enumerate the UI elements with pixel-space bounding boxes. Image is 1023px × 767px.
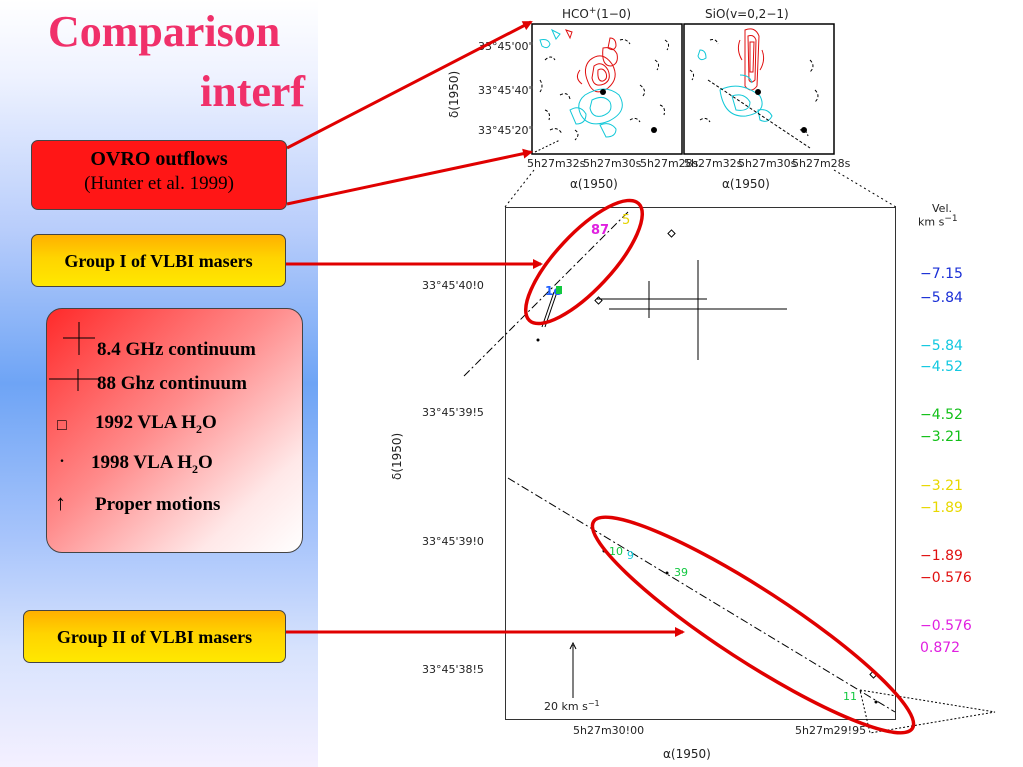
maser-label-10: 10 <box>609 545 623 558</box>
scale-bar-label: 20 km s−1 <box>544 699 600 713</box>
group1-trend-line <box>463 211 629 377</box>
group2-box: Group II of VLBI masers <box>23 610 286 663</box>
velocity-entry: −3.21 <box>920 429 963 445</box>
main-ytick-2: 33°45'39!0 <box>422 535 484 548</box>
top-right-xlabel: α(1950) <box>722 177 770 191</box>
legend-item-88ghz: 88 Ghz continuum <box>97 373 247 394</box>
dot-icon: . <box>60 449 64 466</box>
ovro-arrow-lower <box>286 148 533 206</box>
main-ylabel: δ(1950) <box>390 433 404 480</box>
legend-cross-symbols <box>49 322 99 391</box>
square-icon: □ <box>57 417 67 434</box>
main-ytick-3: 33°45'38!5 <box>422 663 484 676</box>
main-xlabel: α(1950) <box>663 747 711 761</box>
top-left-xtick-0: 5h27m32s <box>527 157 586 170</box>
group1-ellipse <box>523 198 645 326</box>
hco-contours <box>565 29 618 93</box>
ovro-title: OVRO outflows <box>90 148 228 170</box>
vla1998-dot <box>874 700 878 704</box>
slide-title-line1: Comparison <box>48 7 281 56</box>
group2-ellipse <box>590 515 916 735</box>
arrow-up-icon <box>569 641 577 650</box>
velocity-entry: −1.89 <box>920 500 963 516</box>
velocity-entry: −4.52 <box>920 407 963 423</box>
proper-motion-line <box>541 291 555 328</box>
sio-cyan-contours <box>697 49 773 122</box>
group1-box: Group I of VLBI masers <box>31 234 286 287</box>
main-xtick-0: 5h27m30!00 <box>573 724 644 737</box>
velocity-legend-header: Vel. km s−1 <box>918 202 958 229</box>
main-ytick-1: 33°45'39!5 <box>422 406 484 419</box>
vla1992-square <box>594 296 603 305</box>
arrow-up-icon: ↑ <box>55 490 66 515</box>
maser-spot-group1 <box>556 286 562 294</box>
sio-map-title: SiO(v=0,2−1) <box>705 7 789 21</box>
top-left-xtick-2: 5h27m28s <box>640 157 699 170</box>
main-xtick-1: 5h27m29!95 <box>795 724 866 737</box>
velocity-entry: −0.576 <box>920 618 972 634</box>
ovro-reference: (Hunter et al. 1999) <box>84 173 234 194</box>
dashed-contours-left <box>539 39 670 141</box>
maser-label-9: 9 <box>627 549 634 562</box>
top-left-xtick-1: 5h27m30s <box>583 157 642 170</box>
hco-map-title: HCO+(1−0) <box>562 6 631 21</box>
vla1998-dot <box>665 571 669 575</box>
legend-item-proper-motions: Proper motions <box>95 494 221 515</box>
zoom-connector-lines <box>504 169 897 208</box>
velocity-entry: −3.21 <box>920 478 963 494</box>
maser-label-39: 39 <box>674 566 688 579</box>
velocity-entry: −1.89 <box>920 548 963 564</box>
maser-label-5: 5 <box>622 213 630 228</box>
main-map-content: 20 km s−1 87 5 1e 10 9 39 11 <box>463 211 996 734</box>
wedge-outline <box>859 689 996 734</box>
top-map-right <box>683 23 835 155</box>
velocity-entry: −4.52 <box>920 359 963 375</box>
main-ytick-0: 33°45'40!0 <box>422 279 484 292</box>
top-ytick-2: 33°45'20" <box>478 124 534 137</box>
top-right-xtick-1: 5h27m30s <box>738 157 797 170</box>
legend-item-vla1998: 1998 VLA H2O <box>91 452 213 476</box>
maser-label-11: 11 <box>843 690 857 703</box>
top-right-xtick-0: 5h27m32s <box>684 157 743 170</box>
symbol-legend-box: 8.4 GHz continuum 88 Ghz continuum □ 199… <box>46 308 303 553</box>
vla1992-square <box>667 229 676 238</box>
vla1998-dot <box>536 338 540 342</box>
velocity-entry: 0.872 <box>920 640 961 656</box>
group2-trend-line <box>507 477 896 713</box>
top-right-xtick-2: 5h27m28s <box>792 157 851 170</box>
top-ylabel: δ(1950) <box>447 71 461 118</box>
top-left-xlabel: α(1950) <box>570 177 618 191</box>
velocity-entry: −0.576 <box>920 570 972 586</box>
ovro-arrow-upper <box>286 20 533 150</box>
slide-title-line2: interf <box>200 67 306 116</box>
velocity-entry: −5.84 <box>920 290 963 306</box>
sio-contours-left <box>539 28 623 138</box>
velocity-entry: −7.15 <box>920 266 963 282</box>
legend-item-vla1992: 1992 VLA H2O <box>95 412 217 436</box>
top-map-left <box>531 23 683 155</box>
ovro-outflows-box: OVRO outflows (Hunter et al. 1999) <box>31 140 287 210</box>
top-ytick-1: 33°45'40" <box>478 84 534 97</box>
velocity-entry: −5.84 <box>920 338 963 354</box>
maser-label-87: 87 <box>591 223 609 238</box>
legend-item-8ghz: 8.4 GHz continuum <box>97 339 256 360</box>
